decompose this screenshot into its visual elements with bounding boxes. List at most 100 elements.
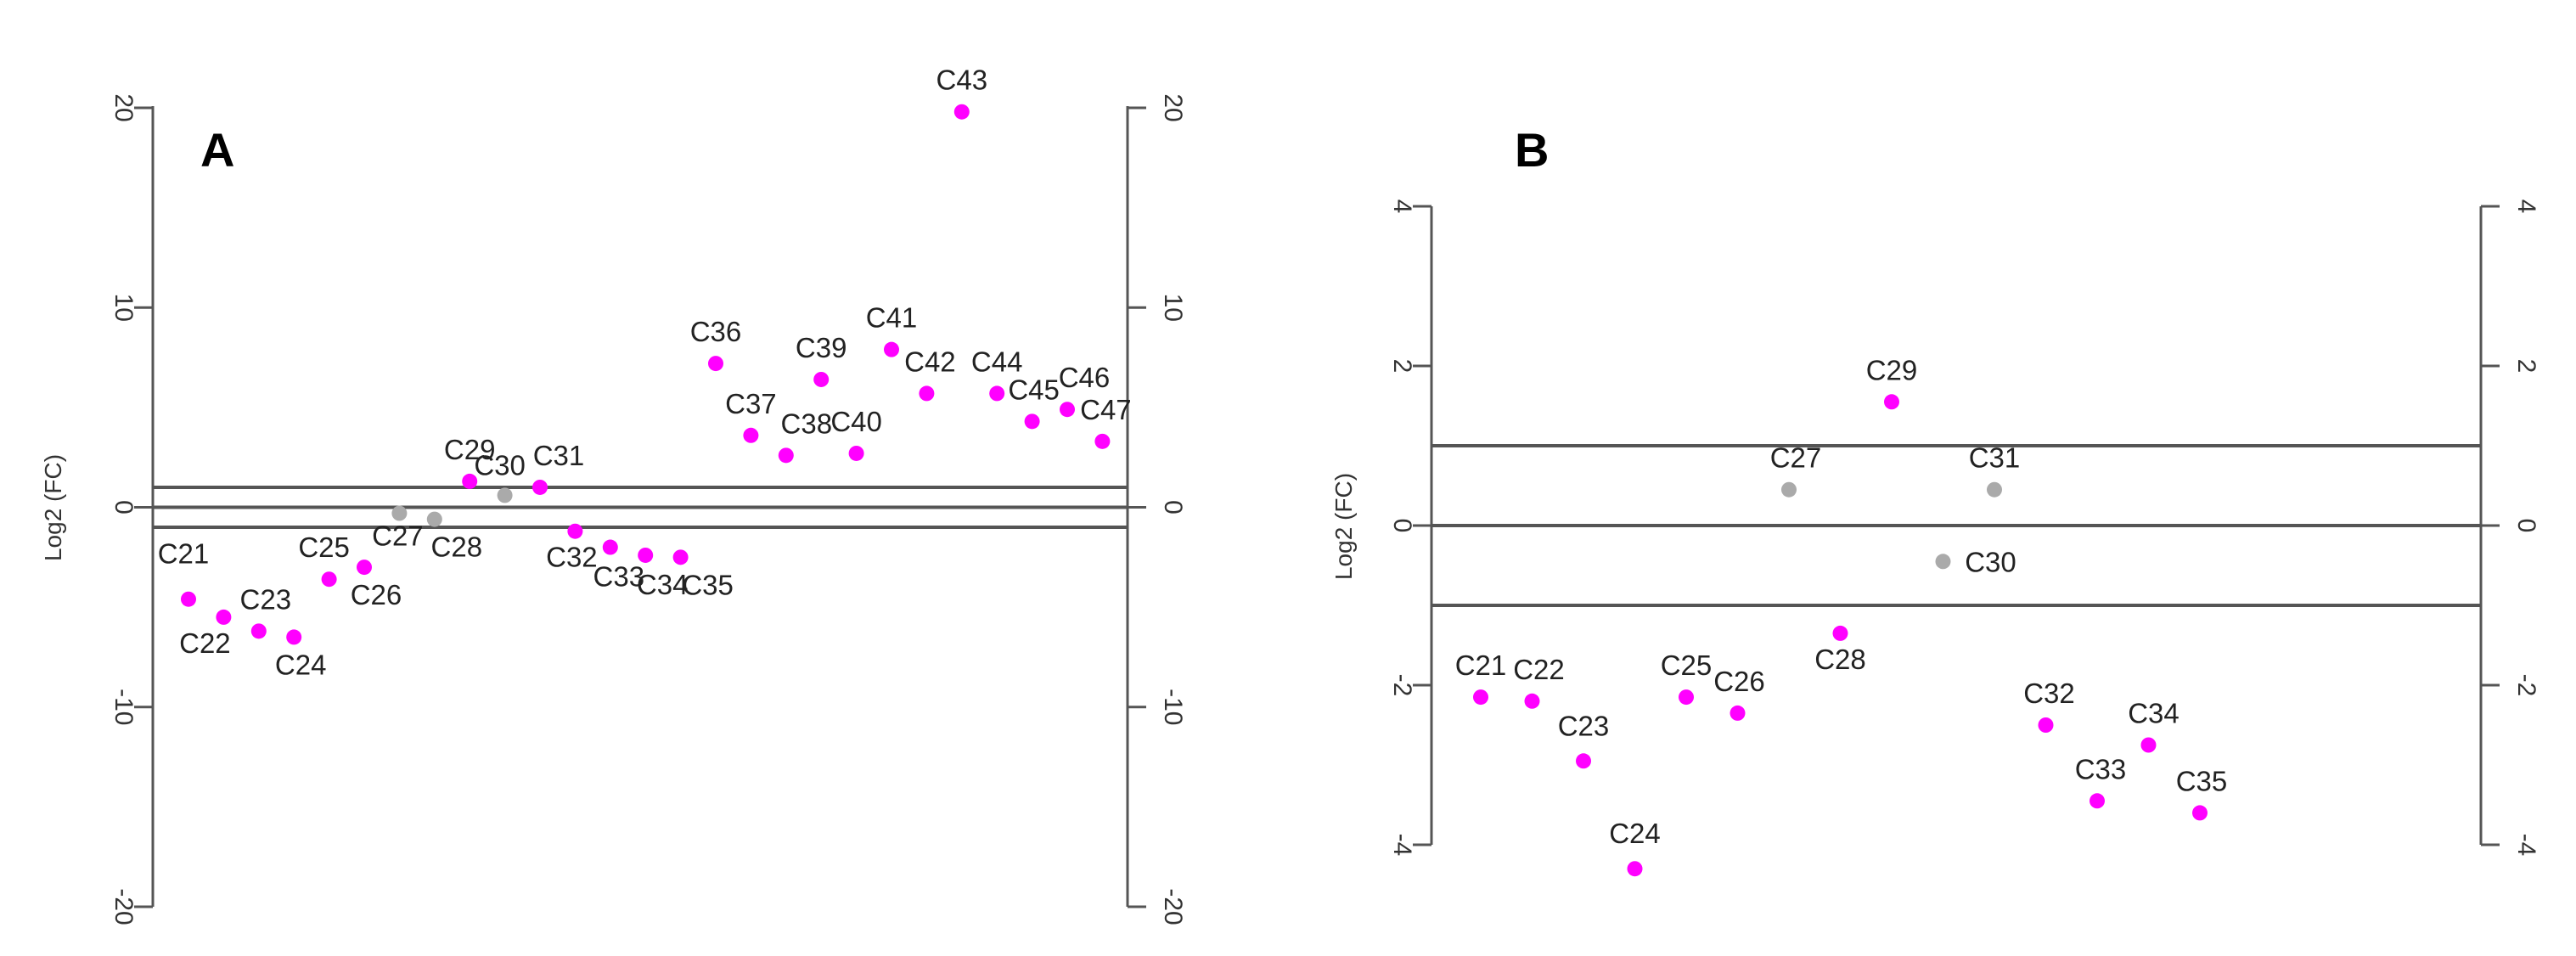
point-label-c38: C38 [781, 408, 833, 439]
panel-a-right-tick-label: 20 [1159, 93, 1187, 121]
panel-a-ylabel: Log2 (FC) [40, 454, 66, 561]
panel-b: B Log2 (FC) 4 4 2 2 0 0 -2 -2 -4 -4 C21 C22 C23 C24 C… [1330, 123, 2540, 877]
data-point-c40 [848, 445, 864, 461]
data-point-c34 [638, 547, 654, 563]
point-label-c40: C40 [830, 406, 882, 437]
point-label-c45: C45 [1008, 374, 1060, 405]
data-point-c30 [497, 487, 513, 503]
point-label-c24: C24 [1609, 818, 1661, 849]
panel-b-right-tick-label: 0 [2512, 519, 2540, 533]
point-label-c28: C28 [431, 531, 483, 563]
panel-b-left-tick-label: 0 [1388, 519, 1416, 533]
point-label-c46: C46 [1059, 362, 1111, 393]
point-label-c35: C35 [682, 569, 734, 600]
point-label-c29: C29 [1866, 354, 1918, 385]
data-point-c37 [743, 427, 759, 443]
data-point-c33 [2089, 793, 2105, 809]
data-point-c31 [1987, 481, 2002, 498]
data-point-c25 [321, 571, 337, 588]
data-point-c46 [1060, 402, 1075, 418]
point-label-c23: C23 [240, 583, 292, 615]
data-point-c30 [1935, 554, 1951, 570]
point-label-c43: C43 [936, 65, 988, 96]
data-point-c26 [357, 560, 372, 576]
panel-b-right-tick-label: -2 [2512, 674, 2540, 697]
data-point-c21 [1473, 689, 1488, 706]
data-point-c34 [2140, 737, 2157, 753]
data-point-c29 [462, 473, 478, 489]
panel-b-left-tick-label: -4 [1388, 834, 1416, 857]
data-point-c23 [1576, 753, 1591, 769]
panel-a: A Log2 (FC) 20 20 10 10 0 0 -10 -10 -20 -20 C21 C2… [40, 65, 1187, 925]
data-point-c27 [391, 505, 408, 521]
point-label-c30: C30 [474, 449, 526, 481]
data-point-c32 [567, 523, 583, 539]
point-label-c21: C21 [158, 538, 210, 570]
panel-a-reference-lines [153, 485, 1128, 530]
data-point-c28 [1832, 625, 1848, 641]
data-point-c21 [181, 591, 196, 607]
panel-a-left-tick-label: -20 [110, 888, 138, 925]
data-point-c47 [1094, 433, 1111, 449]
point-label-c29: C29 [444, 434, 496, 465]
data-point-c41 [884, 341, 899, 357]
data-point-c36 [708, 356, 723, 372]
data-point-c32 [2038, 717, 2054, 733]
data-point-c43 [953, 104, 970, 120]
panel-a-left-tick-label: 20 [110, 93, 138, 121]
point-label-c21: C21 [1455, 650, 1507, 681]
point-label-c31: C31 [533, 440, 585, 471]
point-label-c26: C26 [1713, 666, 1765, 697]
point-label-c36: C36 [690, 316, 742, 347]
point-label-c22: C22 [1513, 654, 1565, 685]
point-label-c32: C32 [546, 542, 598, 573]
panel-a-right-tick-label: -20 [1159, 888, 1187, 925]
point-label-c22: C22 [179, 627, 231, 659]
point-label-c25: C25 [1661, 650, 1713, 681]
data-point-c22 [216, 609, 232, 625]
panel-b-left-tick-label: -2 [1388, 674, 1416, 697]
point-label-c44: C44 [971, 346, 1023, 377]
point-label-c30: C30 [1965, 546, 2016, 577]
panel-b-points: C21 C22C23C24C25C26C27C28C29C30C31C32C33C… [1455, 354, 2228, 877]
data-point-c31 [532, 479, 548, 495]
point-label-c33: C33 [593, 561, 645, 593]
data-point-c28 [426, 511, 442, 527]
point-label-c27: C27 [372, 520, 424, 552]
point-label-c31: C31 [1969, 442, 2021, 474]
panel-a-right-tick-label: 0 [1159, 500, 1187, 515]
point-label-c47: C47 [1080, 394, 1132, 425]
data-point-c22 [1524, 693, 1540, 709]
point-label-c37: C37 [725, 388, 777, 419]
panel-b-ticks: 4 4 2 2 0 0 -2 -2 -4 -4 [1388, 200, 2540, 857]
panel-b-ylabel: Log2 (FC) [1330, 473, 1357, 580]
point-label-c33: C33 [2075, 753, 2127, 784]
data-point-c35 [672, 549, 689, 565]
point-label-c32: C32 [2023, 678, 2075, 709]
data-point-c24 [286, 629, 302, 645]
panel-a-tag: A [200, 123, 234, 177]
panel-b-right-tick-label: 4 [2512, 200, 2540, 214]
data-point-c23 [250, 623, 267, 639]
data-point-c45 [1024, 413, 1040, 430]
point-label-c42: C42 [904, 346, 956, 377]
point-label-c34: C34 [2128, 698, 2179, 729]
data-point-c33 [602, 539, 618, 555]
data-point-c29 [1884, 394, 1899, 410]
panel-a-left-tick-label: -10 [110, 689, 138, 725]
point-label-c28: C28 [1814, 644, 1866, 675]
data-point-c42 [919, 385, 935, 402]
point-label-c41: C41 [866, 302, 918, 334]
panel-a-right-tick-label: 10 [1159, 294, 1187, 322]
panel-b-right-tick-label: -4 [2512, 834, 2540, 857]
point-label-c25: C25 [298, 531, 350, 563]
panel-a-left-tick-label: 10 [110, 294, 138, 322]
point-label-c34: C34 [637, 569, 689, 600]
point-label-c27: C27 [1770, 442, 1822, 474]
panel-b-reference-lines [1431, 444, 2481, 607]
point-label-c35: C35 [2176, 765, 2228, 796]
point-label-c39: C39 [796, 332, 847, 363]
panel-a-right-tick-label: -10 [1159, 689, 1187, 725]
